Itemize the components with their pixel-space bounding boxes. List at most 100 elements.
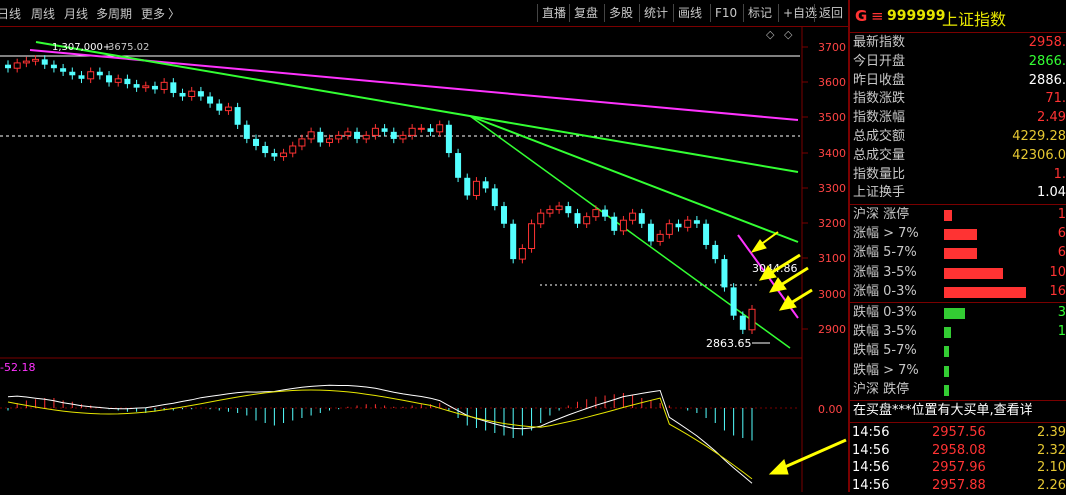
candle-body bbox=[216, 103, 223, 111]
stat-label: 沪深 涨停 bbox=[853, 207, 910, 222]
stat-bar bbox=[944, 229, 977, 241]
candle-body bbox=[455, 153, 462, 178]
candle-body bbox=[464, 177, 471, 196]
tab-more[interactable]: 更多 bbox=[141, 7, 166, 21]
quote-row: 总成交额 4229.28 bbox=[850, 128, 1066, 146]
candle-body bbox=[730, 287, 737, 316]
macd-dea-line bbox=[7, 389, 753, 480]
tick-row: 14:56 2957.96 2.10 bbox=[850, 459, 1066, 477]
menu-icon[interactable]: ≡ bbox=[871, 7, 884, 25]
quote-row: 总成交量 42306.0 bbox=[850, 147, 1066, 165]
candle-body bbox=[611, 216, 618, 231]
y-tick-3600: 3600 bbox=[818, 76, 846, 89]
candle-body bbox=[69, 71, 76, 76]
candle-body bbox=[234, 107, 241, 125]
stat-label: 涨幅 0-3% bbox=[853, 283, 917, 299]
separator bbox=[850, 422, 1066, 423]
stat-row[interactable]: 沪深 涨停 1 bbox=[850, 206, 1066, 224]
arrow-icon bbox=[769, 277, 787, 293]
stat-row[interactable]: 涨幅 0-3% 16 bbox=[850, 283, 1066, 301]
tick-price: 2957.88 bbox=[932, 477, 986, 493]
candle-body bbox=[13, 62, 21, 69]
candle-body bbox=[748, 308, 756, 331]
quote-value: 1. bbox=[1053, 166, 1066, 182]
stat-row[interactable]: 跌幅 0-3% 3 bbox=[850, 304, 1066, 322]
tick-time: 14:56 bbox=[852, 460, 890, 475]
tab-weekly[interactable]: 周线 bbox=[31, 7, 56, 21]
quote-value: 2886. bbox=[1028, 72, 1066, 88]
y-tick-3200: 3200 bbox=[818, 217, 846, 230]
stat-row[interactable]: 跌幅 > 7% bbox=[850, 362, 1066, 380]
y-tick-3700: 3700 bbox=[818, 41, 846, 54]
candle-body bbox=[170, 82, 177, 93]
candle-body bbox=[565, 206, 572, 214]
candle-body bbox=[436, 124, 444, 133]
live-button[interactable]: 直播 bbox=[537, 4, 570, 22]
mark-button[interactable]: 标记 bbox=[743, 4, 776, 22]
candle-body bbox=[703, 223, 710, 245]
diamond-icon[interactable]: ◇ bbox=[784, 28, 793, 41]
stat-label: 涨幅 5-7% bbox=[853, 245, 917, 261]
quote-row: 今日开盘 2866. bbox=[850, 53, 1066, 71]
candle-body bbox=[408, 127, 416, 136]
draw-line-button[interactable]: 画线 bbox=[673, 4, 706, 22]
candle-body bbox=[96, 71, 103, 76]
candle-body bbox=[335, 134, 343, 140]
candle-body bbox=[207, 96, 214, 104]
candle-body bbox=[491, 188, 498, 207]
candle-body bbox=[583, 216, 591, 225]
candle-body bbox=[501, 206, 507, 224]
stat-row[interactable]: 涨幅 3-5% 10 bbox=[850, 264, 1066, 282]
back-button[interactable]: 返回 bbox=[814, 4, 847, 22]
quote-label: 总成交额 bbox=[853, 129, 906, 144]
multi-stock-button[interactable]: 多股 bbox=[604, 4, 637, 22]
stat-bar bbox=[944, 346, 949, 358]
big-order-notice[interactable]: 在买盘***位置有大买单,查看详 bbox=[853, 403, 1033, 418]
candle-body bbox=[362, 134, 370, 140]
candle-body bbox=[22, 60, 30, 64]
candle-body bbox=[574, 213, 581, 224]
stat-row[interactable]: 跌幅 5-7% bbox=[850, 342, 1066, 360]
quote-label: 今日开盘 bbox=[853, 53, 906, 69]
candle-body bbox=[179, 92, 186, 97]
stat-row[interactable]: 涨幅 5-7% 6 bbox=[850, 244, 1066, 262]
candle-body bbox=[656, 233, 664, 242]
candle-body bbox=[390, 131, 397, 139]
candle-body bbox=[280, 152, 288, 158]
stat-row[interactable]: 涨幅 > 7% 6 bbox=[850, 225, 1066, 243]
candle-body bbox=[445, 124, 452, 154]
arrow-icon bbox=[750, 239, 767, 253]
index-code: 999999 bbox=[887, 8, 946, 24]
chevron-right-icon[interactable]: 〉 bbox=[168, 7, 181, 21]
stat-row[interactable]: 沪深 跌停 bbox=[850, 381, 1066, 399]
macd-histogram bbox=[7, 393, 753, 441]
stat-label: 跌幅 > 7% bbox=[853, 362, 919, 378]
quote-value: 2.49 bbox=[1037, 110, 1066, 126]
macd-dif-line bbox=[7, 384, 753, 484]
review-button[interactable]: 复盘 bbox=[569, 4, 602, 22]
quote-value: 42306.0 bbox=[1012, 147, 1066, 163]
tab-daily[interactable]: 日线 bbox=[0, 7, 22, 21]
stat-label: 跌幅 0-3% bbox=[853, 305, 917, 320]
y-tick-3000: 3000 bbox=[818, 288, 846, 301]
stat-row[interactable]: 跌幅 3-5% 1 bbox=[850, 323, 1066, 341]
diamond-icon[interactable]: ◇ bbox=[766, 28, 775, 41]
candlestick-series bbox=[5, 55, 756, 335]
add-watchlist-button[interactable]: +自选 bbox=[778, 4, 821, 22]
candle-body bbox=[510, 223, 517, 260]
quote-row: 昨日收盘 2886. bbox=[850, 72, 1066, 90]
panel-divider bbox=[848, 0, 850, 492]
f10-button[interactable]: F10 bbox=[710, 4, 741, 22]
candle-body bbox=[160, 81, 168, 90]
chart-toolbar: 日线 周线 月线 多周期 更多 〉 直播 复盘 多股 统计 画线 F10 标记 … bbox=[0, 0, 848, 27]
candle-body bbox=[629, 212, 637, 221]
kline-chart[interactable]: 3700 3600 3500 3400 3300 3200 3100 3000 … bbox=[0, 27, 848, 492]
tab-monthly[interactable]: 月线 bbox=[64, 7, 89, 21]
candle-body bbox=[381, 128, 388, 132]
candle-body bbox=[417, 127, 425, 130]
logo-icon: G bbox=[855, 7, 868, 25]
stats-button[interactable]: 统计 bbox=[639, 4, 672, 22]
tab-multi-period[interactable]: 多周期 bbox=[96, 7, 133, 21]
tick-row: 14:56 2957.56 2.39 bbox=[850, 424, 1066, 442]
trend-line-green-steep bbox=[469, 115, 791, 349]
